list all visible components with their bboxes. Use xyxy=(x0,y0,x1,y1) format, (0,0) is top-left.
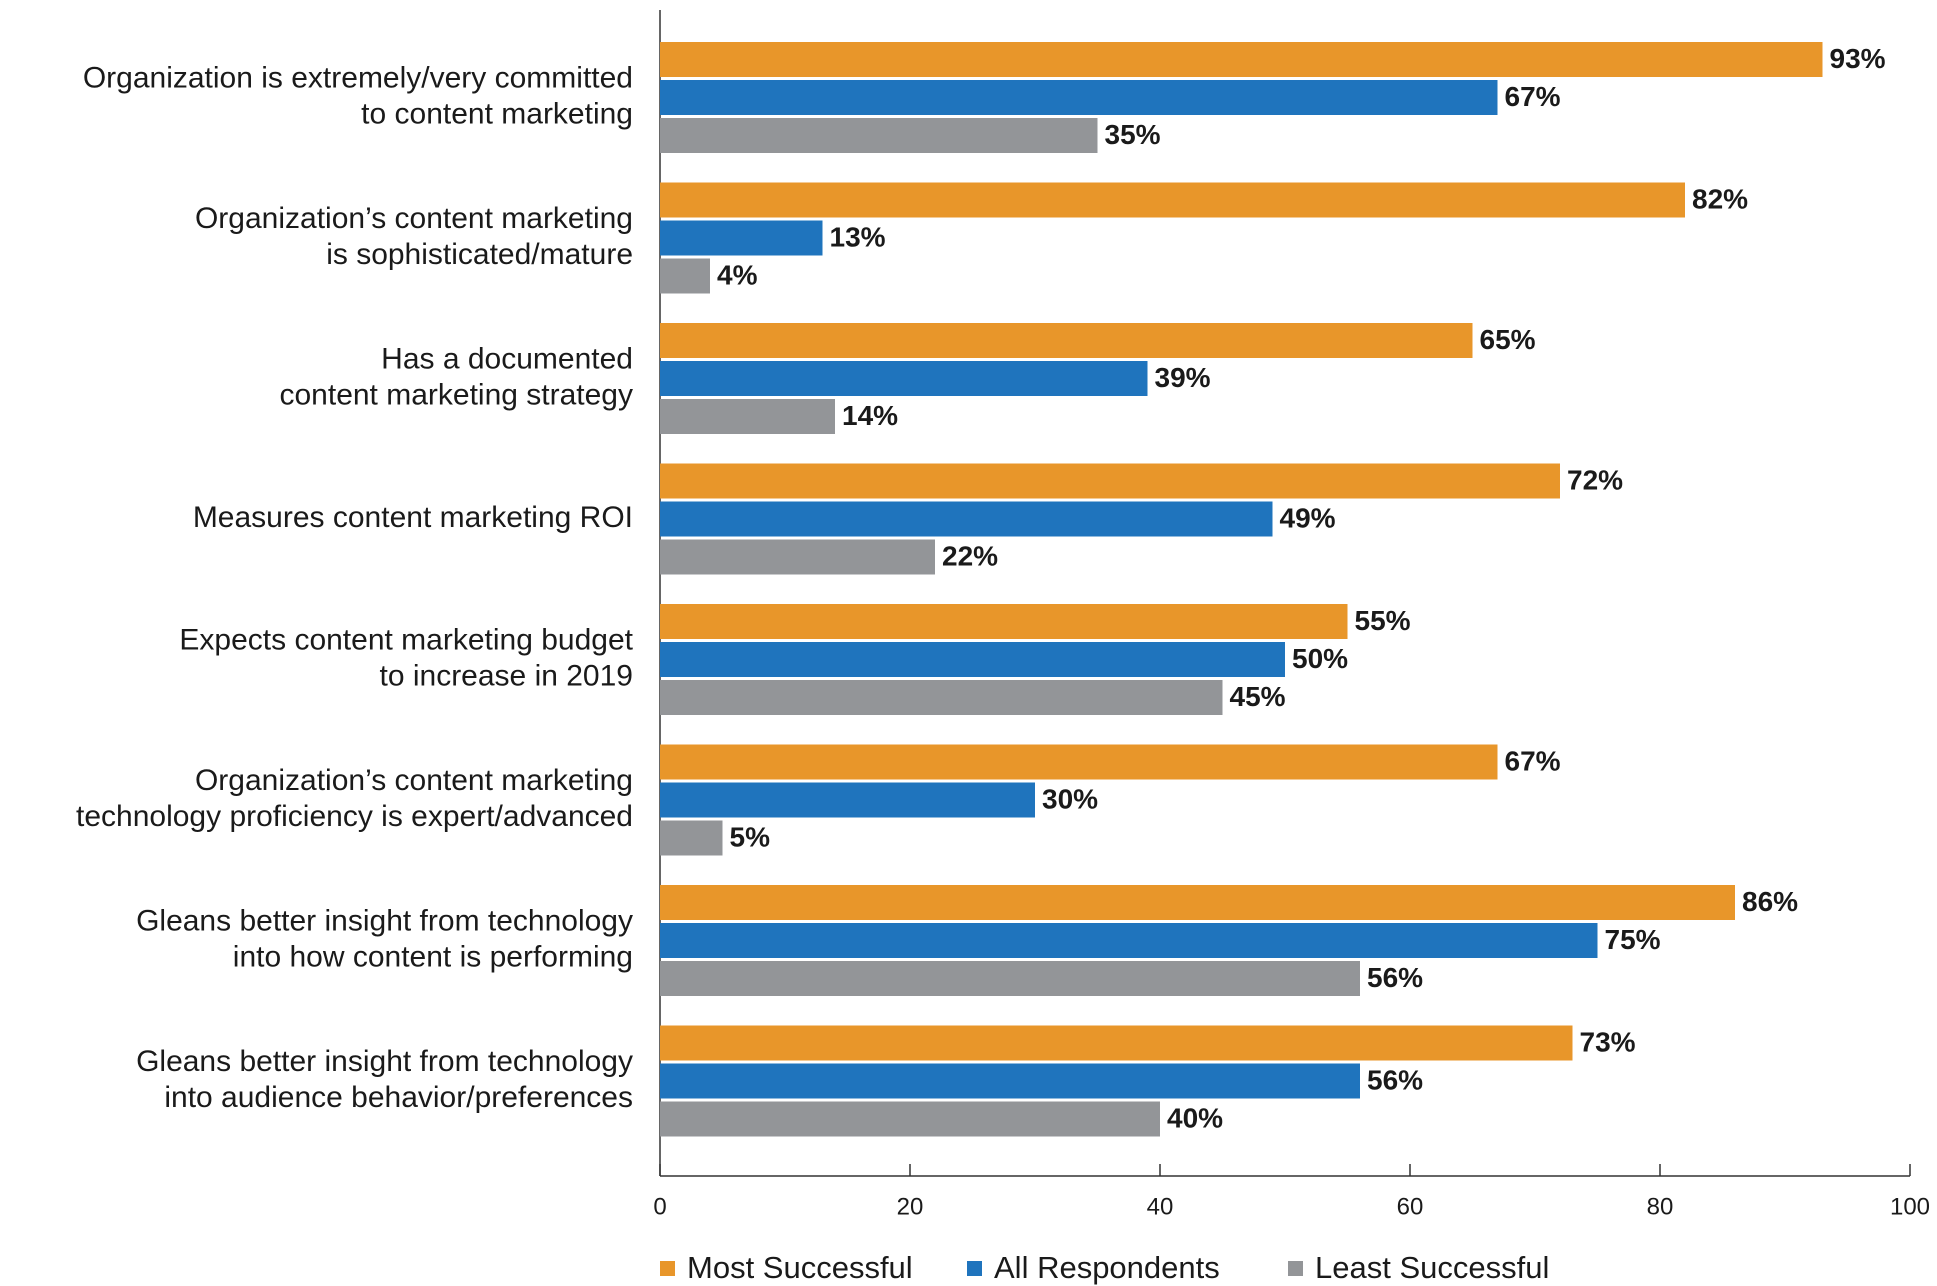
value-label: 35% xyxy=(1105,119,1161,150)
value-label: 13% xyxy=(830,221,886,252)
value-label: 4% xyxy=(717,259,758,290)
value-label: 73% xyxy=(1580,1026,1636,1057)
x-tick-label: 20 xyxy=(897,1193,924,1220)
value-label: 39% xyxy=(1155,362,1211,393)
legend-swatch xyxy=(660,1261,675,1276)
value-label: 30% xyxy=(1042,783,1098,814)
bar xyxy=(660,361,1148,396)
bar xyxy=(660,604,1348,639)
legend-swatch xyxy=(1288,1261,1303,1276)
bar xyxy=(660,258,710,294)
value-label: 55% xyxy=(1355,605,1411,636)
value-label: 14% xyxy=(842,400,898,431)
category-label: into audience behavior/preferences xyxy=(164,1081,633,1114)
category-label: technology proficiency is expert/advance… xyxy=(76,800,633,833)
value-label: 5% xyxy=(730,821,771,852)
bar xyxy=(660,118,1098,153)
legend-swatch xyxy=(967,1261,982,1276)
category-label: Organization’s content marketing xyxy=(195,764,633,797)
bar xyxy=(660,1063,1360,1099)
category-label: Gleans better insight from technology xyxy=(136,1045,633,1078)
bar xyxy=(660,782,1035,818)
bar xyxy=(660,323,1473,358)
value-label: 22% xyxy=(942,540,998,571)
bar xyxy=(660,961,1360,996)
bar xyxy=(660,539,935,575)
value-label: 65% xyxy=(1480,324,1536,355)
bar xyxy=(660,744,1498,780)
bar xyxy=(660,1025,1573,1061)
bar xyxy=(660,923,1598,958)
value-label: 75% xyxy=(1605,924,1661,955)
category-label: into how content is performing xyxy=(233,940,633,973)
bar xyxy=(660,642,1285,677)
x-tick-label: 100 xyxy=(1890,1193,1930,1220)
category-label: Gleans better insight from technology xyxy=(136,904,633,937)
x-tick-label: 40 xyxy=(1147,1193,1174,1220)
value-label: 45% xyxy=(1230,681,1286,712)
value-label: 67% xyxy=(1505,81,1561,112)
bar xyxy=(660,399,835,434)
bar xyxy=(660,182,1685,218)
legend-label: Least Successful xyxy=(1315,1250,1549,1285)
value-label: 72% xyxy=(1567,464,1623,495)
legend-label: Most Successful xyxy=(687,1250,913,1285)
bar xyxy=(660,220,823,256)
value-label: 86% xyxy=(1742,886,1798,917)
category-label: is sophisticated/mature xyxy=(326,238,633,271)
category-label: content marketing strategy xyxy=(279,378,633,411)
value-label: 50% xyxy=(1292,643,1348,674)
value-label: 56% xyxy=(1367,1064,1423,1095)
category-label: to increase in 2019 xyxy=(379,659,633,692)
bar xyxy=(660,501,1273,537)
category-label: Measures content marketing ROI xyxy=(193,501,633,534)
legend-label: All Respondents xyxy=(994,1250,1220,1285)
category-label: to content marketing xyxy=(361,97,633,130)
bar xyxy=(660,1101,1160,1137)
x-tick-label: 60 xyxy=(1397,1193,1424,1220)
value-label: 82% xyxy=(1692,183,1748,214)
category-label: Organization is extremely/very committed xyxy=(83,61,633,94)
value-label: 49% xyxy=(1280,502,1336,533)
category-label: Has a documented xyxy=(381,342,633,375)
category-label: Expects content marketing budget xyxy=(179,623,633,656)
value-label: 56% xyxy=(1367,962,1423,993)
bar xyxy=(660,885,1735,920)
bar xyxy=(660,680,1223,715)
bar xyxy=(660,80,1498,115)
x-tick-label: 0 xyxy=(653,1193,666,1220)
x-tick-label: 80 xyxy=(1647,1193,1674,1220)
category-label: Organization’s content marketing xyxy=(195,202,633,235)
bar xyxy=(660,463,1560,499)
bar xyxy=(660,820,723,856)
bar xyxy=(660,42,1823,77)
value-label: 67% xyxy=(1505,745,1561,776)
value-label: 93% xyxy=(1830,43,1886,74)
value-label: 40% xyxy=(1167,1102,1223,1133)
